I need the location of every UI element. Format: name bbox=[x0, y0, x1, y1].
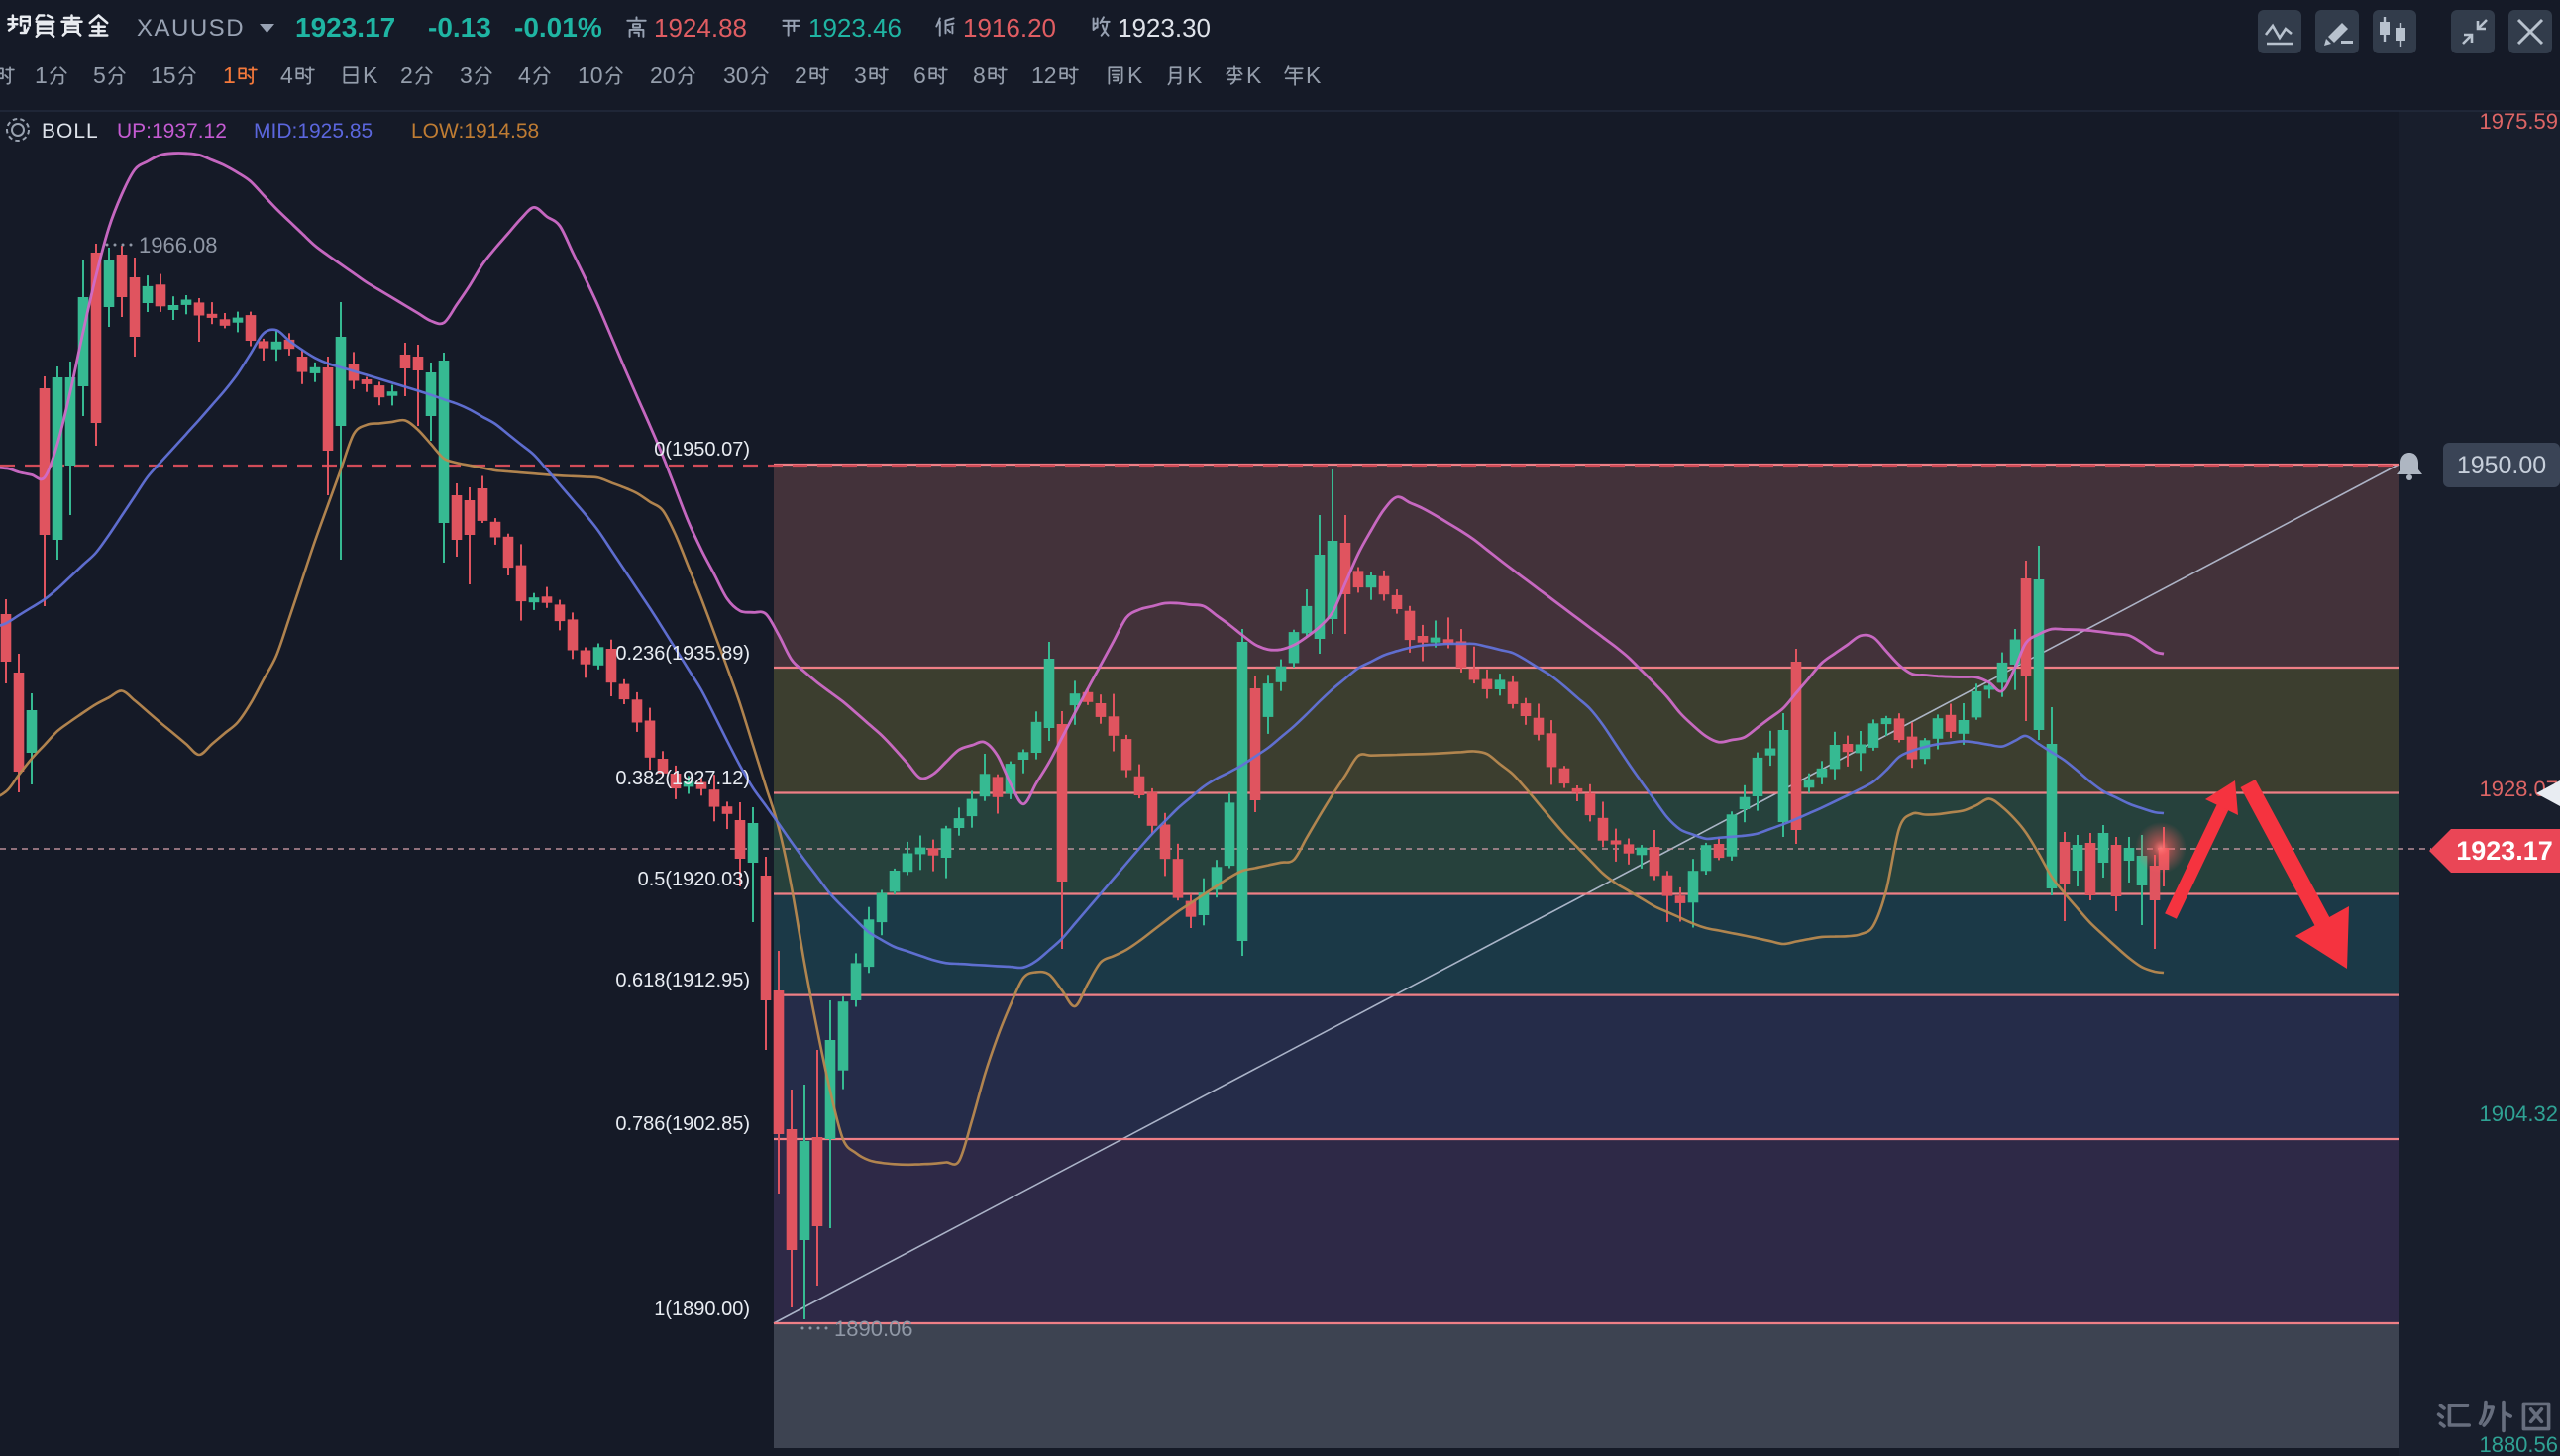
svg-text:20: 20 bbox=[650, 62, 676, 88]
svg-text:-0.01%: -0.01% bbox=[514, 12, 602, 43]
svg-text:1904.32: 1904.32 bbox=[2479, 1101, 2558, 1126]
svg-text:BOLL: BOLL bbox=[42, 120, 99, 143]
svg-text:30: 30 bbox=[723, 62, 749, 88]
svg-text:4: 4 bbox=[280, 62, 293, 88]
svg-text:3: 3 bbox=[460, 62, 473, 88]
svg-text:5: 5 bbox=[93, 62, 106, 88]
svg-text:0(1950.07): 0(1950.07) bbox=[654, 439, 750, 461]
svg-text:K: K bbox=[1306, 62, 1322, 88]
svg-text:1: 1 bbox=[35, 62, 48, 88]
svg-text:LOW:1914.58: LOW:1914.58 bbox=[411, 120, 539, 143]
svg-text:1916.20: 1916.20 bbox=[963, 13, 1056, 43]
svg-text:K: K bbox=[1127, 62, 1143, 88]
svg-text:1923.30: 1923.30 bbox=[1118, 13, 1211, 43]
svg-text:MID:1925.85: MID:1925.85 bbox=[254, 120, 373, 143]
svg-text:8: 8 bbox=[973, 62, 986, 88]
svg-text:0.786(1902.85): 0.786(1902.85) bbox=[615, 1113, 750, 1135]
svg-text:XAUUSD: XAUUSD bbox=[137, 15, 245, 42]
svg-text:K: K bbox=[1187, 62, 1203, 88]
svg-text:1923.17: 1923.17 bbox=[295, 12, 395, 43]
svg-text:1975.59: 1975.59 bbox=[2479, 109, 2558, 134]
svg-text:6: 6 bbox=[913, 62, 926, 88]
svg-text:1950.00: 1950.00 bbox=[2457, 452, 2546, 479]
svg-text:12: 12 bbox=[1031, 62, 1057, 88]
svg-text:K: K bbox=[1246, 62, 1262, 88]
svg-text:1(1890.00): 1(1890.00) bbox=[654, 1299, 750, 1320]
svg-text:0.236(1935.89): 0.236(1935.89) bbox=[615, 643, 750, 665]
svg-text:2: 2 bbox=[400, 62, 413, 88]
svg-text:1890.06: 1890.06 bbox=[834, 1316, 913, 1341]
svg-text:1880.56: 1880.56 bbox=[2479, 1432, 2558, 1456]
svg-text:15: 15 bbox=[151, 62, 176, 88]
svg-text:3: 3 bbox=[854, 62, 867, 88]
svg-text:1: 1 bbox=[223, 62, 236, 88]
svg-text:1923.46: 1923.46 bbox=[808, 13, 902, 43]
svg-text:0.618(1912.95): 0.618(1912.95) bbox=[615, 970, 750, 991]
svg-text:UP:1937.12: UP:1937.12 bbox=[117, 120, 227, 143]
svg-text:1923.17: 1923.17 bbox=[2456, 836, 2553, 866]
svg-text:10: 10 bbox=[578, 62, 603, 88]
svg-text:-0.13: -0.13 bbox=[428, 12, 491, 43]
svg-text:0.382(1927.12): 0.382(1927.12) bbox=[615, 768, 750, 789]
svg-text:0.5(1920.03): 0.5(1920.03) bbox=[638, 869, 750, 890]
svg-text:1924.88: 1924.88 bbox=[654, 13, 747, 43]
svg-text:1966.08: 1966.08 bbox=[139, 233, 218, 258]
svg-text:K: K bbox=[363, 62, 378, 88]
svg-text:2: 2 bbox=[795, 62, 807, 88]
svg-text:4: 4 bbox=[518, 62, 531, 88]
